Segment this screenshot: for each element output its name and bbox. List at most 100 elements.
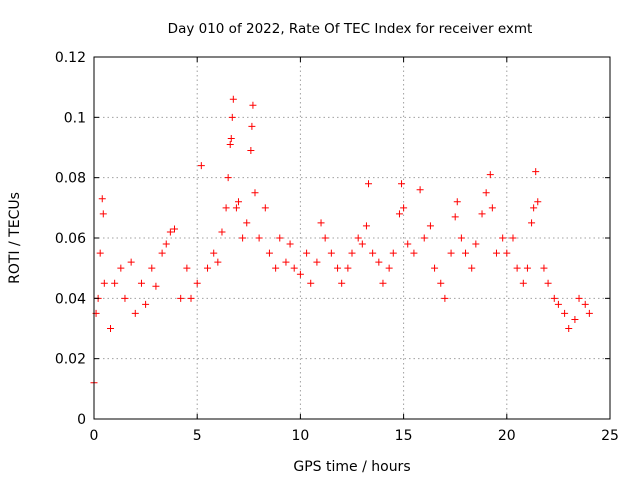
y-axis-ticks: 0 0.02 0.04 0.06 0.08 0.1 0.12 [55,50,610,428]
data-point [222,204,230,212]
data-point [239,234,247,242]
data-point [317,219,325,227]
data-point [426,222,434,230]
data-point [389,249,397,257]
data-point [210,249,218,257]
y-tick-label: 0.12 [55,50,86,66]
data-point [251,189,259,197]
data-point [550,294,558,302]
data-point [447,249,455,257]
x-tick-label: 25 [601,428,619,444]
data-point [457,234,465,242]
data-point [98,195,106,203]
data-point [158,249,166,257]
data-point [193,279,201,287]
data-point [561,309,569,317]
grid-lines [94,57,610,419]
y-tick-label: 0.1 [64,110,86,126]
data-point [441,294,449,302]
chart-title: Day 010 of 2022, Rate Of TEC Index for r… [168,21,533,37]
data-point [131,309,139,317]
data-point [379,279,387,287]
data-point [354,234,362,242]
data-point [290,264,298,272]
y-tick-label: 0.08 [55,171,86,187]
data-point [276,234,284,242]
data-point [227,134,235,142]
data-point [117,264,125,272]
data-point [478,210,486,218]
data-point [404,240,412,248]
data-point [224,174,232,182]
data-point [420,234,428,242]
x-tick-label: 10 [291,428,309,444]
data-point [369,249,377,257]
data-point [204,264,212,272]
data-point [540,264,548,272]
data-point [468,264,476,272]
data-point [183,264,191,272]
data-point [197,162,205,170]
data-point [528,219,536,227]
data-point [519,279,527,287]
data-point [272,264,280,272]
data-point [142,300,150,308]
data-point [513,264,521,272]
data-point [226,140,234,148]
data-point [565,325,573,332]
data-point [111,279,119,287]
data-point [148,264,156,272]
data-point [303,249,311,257]
data-point [575,294,583,302]
data-point [488,204,496,212]
data-point [362,222,370,230]
x-tick-label: 15 [395,428,413,444]
data-point [177,294,185,302]
data-point [228,113,236,121]
data-point [321,234,329,242]
data-point [214,258,222,266]
data-point [166,228,174,236]
data-point [534,198,542,206]
data-point [358,240,366,248]
x-tick-label: 5 [193,428,202,444]
data-point [232,204,240,212]
data-point [509,234,517,242]
data-point [234,198,242,206]
data-point [100,279,108,287]
data-point [472,240,480,248]
y-tick-label: 0.06 [55,231,86,247]
data-point [400,204,408,212]
data-point [348,249,356,257]
data-point [170,225,178,233]
data-point [398,180,406,188]
x-tick-label: 20 [498,428,516,444]
data-point [282,258,290,266]
data-point [492,249,500,257]
y-tick-label: 0.02 [55,352,86,368]
data-point [307,279,315,287]
data-point [530,204,538,212]
data-point [286,240,294,248]
x-axis-label: GPS time / hours [293,459,410,475]
data-point [107,325,115,332]
data-point [137,279,145,287]
data-point [523,264,531,272]
data-point [503,249,511,257]
data-point [296,270,304,278]
data-point [247,147,255,155]
data-point [248,122,256,130]
data-point [334,264,342,272]
y-axis-label: ROTI / TECUs [7,192,23,284]
data-point [385,264,393,272]
data-point [453,198,461,206]
data-point [96,249,104,257]
data-point [581,300,589,308]
data-point [410,249,418,257]
y-tick-label: 0.04 [55,291,86,307]
data-points [90,95,593,387]
data-point [365,180,373,188]
data-point [265,249,273,257]
